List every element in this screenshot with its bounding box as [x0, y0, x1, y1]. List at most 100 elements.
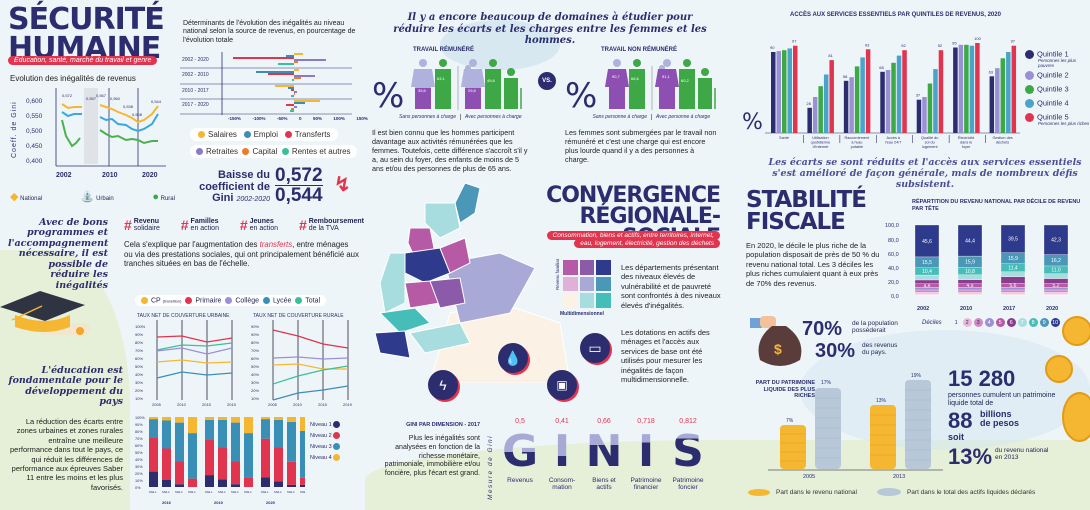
decile-legend: Déciles 1 2 3 4 5 6 7 8 9 10	[922, 318, 1060, 327]
svg-text:16,2: 16,2	[1051, 258, 1061, 264]
svg-text:40,0: 40,0	[888, 266, 899, 272]
svg-text:30%: 30%	[135, 380, 143, 385]
colombia-map-icon: ◆	[10, 191, 19, 203]
svg-text:10,4: 10,4	[922, 269, 932, 275]
svg-text:19%: 19%	[911, 373, 922, 379]
svg-text:NSE 3: NSE 3	[287, 490, 295, 494]
services-legend: Quintile 1 Personnes les plus pauvres Qui…	[1025, 50, 1090, 127]
svg-text:11,4: 11,4	[1008, 266, 1018, 272]
svg-text:0,560: 0,560	[110, 96, 121, 101]
svg-text:30%: 30%	[251, 380, 259, 385]
svg-text:100%: 100%	[135, 324, 146, 329]
svg-text:0,0: 0,0	[891, 294, 899, 300]
paid-work-captions: Sans personnes à charge Avec personnes à…	[399, 114, 522, 120]
coin-icon	[1045, 355, 1073, 383]
soit-text: soit	[948, 432, 965, 442]
svg-text:10%: 10%	[251, 396, 259, 401]
decile-legend-item: 4	[984, 318, 994, 327]
svg-text:foyer: foyer	[962, 145, 971, 149]
matrix-cell	[579, 293, 595, 308]
matrix-cell	[563, 276, 578, 292]
svg-text:2002 - 2010: 2002 - 2010	[182, 72, 209, 78]
baisse-gini-values: 0,572 0,544	[275, 165, 323, 206]
stabilite-text: En 2020, le décile le plus riche de la p…	[746, 241, 880, 288]
program-revenu-solidaire: # Revenu solidaire	[124, 217, 160, 233]
svg-text:à l'eau: à l'eau	[851, 141, 862, 145]
services-note: Les écarts se sont réduits et l'accès au…	[768, 157, 1082, 190]
transferts-text: Cela s'explique par l'augmentation des t…	[124, 240, 359, 269]
unpaid-work-figures: 90,7 66,6 91,1 60,2	[604, 58, 754, 110]
decile-legend-item: 5	[995, 318, 1005, 327]
decile-legend-item: 8	[1028, 318, 1038, 327]
svg-text:l'eau 24/7: l'eau 24/7	[885, 141, 901, 145]
svg-text:90%: 90%	[135, 423, 143, 427]
svg-text:49,8: 49,8	[487, 78, 496, 83]
svg-text:20,0: 20,0	[888, 280, 899, 286]
svg-text:10%: 10%	[135, 479, 143, 483]
liquid-wealth-legend: Part dans le revenu national Part dans l…	[748, 488, 1035, 496]
svg-text:NSE 2: NSE 2	[162, 490, 170, 494]
svg-text:97: 97	[792, 39, 797, 44]
decile-chart-title: RÉPARTITION DU REVENU NATIONAL PAR DÉCIL…	[912, 199, 1081, 213]
svg-text:20%: 20%	[251, 388, 259, 393]
matrix-cell	[563, 293, 578, 308]
securite-subtitle: Éducation, santé, marché du travail et g…	[8, 56, 158, 65]
svg-text:20%: 20%	[135, 472, 143, 476]
svg-text:2002 - 2020: 2002 - 2020	[182, 57, 209, 63]
svg-text:15,9: 15,9	[1008, 256, 1018, 262]
svg-text:$: $	[774, 341, 782, 357]
svg-text:90%: 90%	[251, 324, 259, 329]
decile-legend-item: 9	[1039, 318, 1049, 327]
gini-dim-ylabel: Mesure de Gini	[487, 434, 494, 500]
svg-text:50%: 50%	[135, 364, 143, 369]
securite-title-line1: SÉCURITÉ	[8, 2, 165, 37]
svg-text:2020: 2020	[142, 172, 158, 179]
svg-text:Raccordement: Raccordement	[845, 136, 871, 140]
rural-coverage-title: TAUX NET DE COUVERTURE RURALE	[253, 313, 344, 319]
svg-text:NSE 3: NSE 3	[175, 490, 183, 494]
matrix-ylabel: Revenu familiar	[555, 258, 560, 290]
svg-text:2005: 2005	[152, 402, 162, 406]
gini-dim-text: Plus les inégalités sont analysées en fo…	[384, 435, 480, 477]
vs-badge: VS.	[538, 72, 556, 90]
gini-dimension-column: 0,718 I Patrimoine financier	[626, 418, 666, 491]
svg-text:60%: 60%	[251, 356, 259, 361]
decile-legend-item: 7	[1017, 318, 1027, 327]
unpaid-work-text: Les femmes sont submergées par le travai…	[565, 128, 717, 164]
svg-text:NSE 4: NSE 4	[244, 490, 252, 494]
svg-text:91,1: 91,1	[662, 74, 671, 79]
svg-text:2010: 2010	[177, 402, 187, 406]
rural-coverage-chart: 90% 90% 80% 70% 60% 50% 40% 30% 20% 10% 2005 2010 2…	[248, 320, 363, 407]
svg-text:2019: 2019	[227, 402, 237, 406]
decile-legend-item: 3	[973, 318, 983, 327]
determinants-xaxis: -150% -100% -50% 0 50% 100% 150%	[228, 116, 368, 121]
svg-text:44,4: 44,4	[965, 238, 975, 244]
svg-text:70%: 70%	[135, 348, 143, 353]
svg-text:40%: 40%	[251, 372, 259, 377]
securite-title: SÉCURITÉ HUMAINE	[8, 2, 165, 63]
pct13-text: du revenu national en 2013	[995, 447, 1049, 462]
svg-text:10%: 10%	[135, 396, 143, 401]
matrix-cell	[596, 276, 611, 292]
unpaid-work-title: TRAVAIL NON RÉMUNÉRÉ	[601, 47, 678, 53]
gini-dimension-chart: 0,5 G Revenus 0,41 I Consom-mation 0,66 N Biens …	[500, 418, 710, 508]
svg-text:5,6: 5,6	[1010, 283, 1017, 289]
svg-text:2015: 2015	[318, 402, 328, 406]
svg-text:Gestion des: Gestion des	[992, 136, 1012, 140]
svg-text:45,6: 45,6	[922, 239, 932, 245]
svg-text:dans le: dans le	[960, 141, 972, 145]
svg-text:80%: 80%	[251, 340, 259, 345]
svg-text:97: 97	[1011, 39, 1016, 44]
appliance-icon: ▣	[547, 370, 577, 400]
graduation-cap-icon	[0, 285, 110, 340]
saber-legend: Niveau 1 Niveau 2 Niveau 3 Niveau 4	[310, 420, 343, 464]
svg-text:60%: 60%	[135, 444, 143, 448]
matrix-xlabel: Multidimensionnel	[560, 311, 604, 317]
svg-text:sol du: sol du	[925, 141, 935, 145]
svg-text:2002: 2002	[917, 306, 929, 312]
gini-dimension-column: 0,66 N Biens et actifs	[585, 418, 623, 491]
svg-text:2019: 2019	[343, 402, 353, 406]
svg-text:13%: 13%	[876, 398, 887, 404]
lightning-icon: ϟ	[428, 370, 458, 400]
svg-text:Utilisation: Utilisation	[812, 136, 828, 140]
